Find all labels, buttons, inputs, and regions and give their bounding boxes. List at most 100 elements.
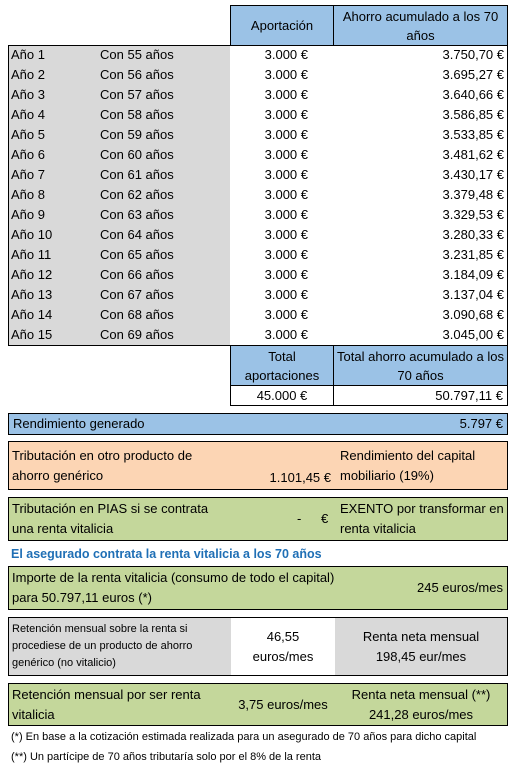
row-year: Año 14: [11, 307, 53, 322]
row-age: Con 59 años: [100, 127, 174, 142]
row-age: Con 60 años: [100, 147, 174, 162]
header-text: Aportación: [250, 18, 314, 33]
row-year: Año 15: [11, 327, 53, 342]
net-label: Renta neta mensual: [362, 628, 480, 644]
row-year: Año 5: [11, 127, 45, 142]
row-contribution: 3.000 €: [264, 227, 308, 242]
row-accumulated: 3.090,68 €: [442, 307, 504, 322]
net-value: 241,28 euros/mes: [368, 706, 474, 722]
retencion-vitalicia-value-cell: 3,75 euros/mes: [231, 684, 335, 725]
total-value: 50.797,11 €: [435, 388, 503, 403]
row-accumulated: 3.137,04 €: [442, 287, 504, 302]
row-age: Con 66 años: [100, 267, 174, 282]
row-age: Con 68 años: [100, 307, 174, 322]
total-label-cell: Total ahorro acumulado a los 70 años: [333, 345, 508, 386]
total-label: Total ahorro acumulado a los 70 años: [337, 348, 504, 383]
tributacion-otro-note: Rendimiento del capital mobiliario (19%): [340, 448, 476, 483]
net-value: 198,45 eur/mes: [375, 648, 467, 664]
row-year: Año 3: [11, 87, 45, 102]
header-cell: Aportación: [230, 5, 334, 46]
row-contribution: 3.000 €: [264, 267, 308, 282]
row-accumulated: 3.533,85 €: [442, 127, 504, 142]
row-year: Año 4: [11, 107, 45, 122]
retencion-vitalicia-box: Retención mensual por ser renta vitalici…: [8, 683, 508, 726]
tributacion-pias-note: EXENTO por transformar en renta vitalici…: [340, 501, 504, 536]
row-year: Año 2: [11, 67, 45, 82]
row-contribution: 3.000 €: [264, 147, 308, 162]
section-title: El asegurado contrata la renta vitalicia…: [11, 547, 322, 561]
row-age: Con 58 años: [100, 107, 174, 122]
total-label-cell: Total aportaciones: [230, 345, 334, 386]
row-year: Año 11: [11, 247, 52, 262]
row-accumulated: 3.640,66 €: [442, 87, 504, 102]
row-contribution: 3.000 €: [264, 127, 308, 142]
row-accumulated: 3.379,48 €: [442, 187, 504, 202]
row-contribution: 3.000 €: [264, 67, 308, 82]
row-contribution: 3.000 €: [264, 327, 308, 342]
row-accumulated: 3.045,00 €: [442, 327, 504, 342]
rendimiento-box: Rendimiento generado 5.797 €: [8, 413, 508, 435]
row-contribution: 3.000 €: [264, 87, 308, 102]
row-year: Año 6: [11, 147, 45, 162]
row-label-area: [8, 45, 230, 345]
retencion-generico-box: Retención mensual sobre la renta si proc…: [8, 617, 508, 676]
row-accumulated: 3.481,62 €: [442, 147, 504, 162]
header-cell: Ahorro acumulado a los 70 años: [333, 5, 508, 46]
row-year: Año 9: [11, 207, 45, 222]
row-age: Con 67 años: [100, 287, 174, 302]
row-age: Con 56 años: [100, 67, 174, 82]
retencion-vitalicia-net: Renta neta mensual (**) 241,28 euros/mes: [335, 684, 507, 725]
rendimiento-label: Rendimiento generado: [13, 416, 145, 431]
tributacion-otro-label: Tributación en otro producto de ahorro g…: [12, 448, 193, 483]
row-accumulated: 3.329,53 €: [442, 207, 504, 222]
importe-box: Importe de la renta vitalicia (consumo d…: [8, 566, 508, 610]
retencion-generico-value: 46,55 euros/mes: [252, 628, 314, 664]
total-value-cell: 50.797,11 €: [333, 385, 508, 406]
tributacion-pias-label: Tributación en PIAS si se contrata una r…: [12, 501, 209, 536]
tributacion-pias-currency: €: [321, 511, 329, 526]
row-year: Año 1: [11, 47, 45, 62]
retencion-vitalicia-value: 3,75 euros/mes: [238, 697, 328, 712]
retencion-vitalicia-label: Retención mensual por ser renta vitalici…: [12, 687, 201, 722]
row-accumulated: 3.430,17 €: [442, 167, 504, 182]
row-year: Año 7: [11, 167, 45, 182]
row-age: Con 55 años: [100, 47, 174, 62]
row-contribution: 3.000 €: [264, 287, 308, 302]
importe-value: 245 euros/mes: [417, 580, 503, 595]
total-value: 45.000 €: [256, 388, 308, 403]
tributacion-otro-value: 1.101,45 €: [269, 470, 331, 485]
row-contribution: 3.000 €: [264, 47, 308, 62]
importe-label: Importe de la renta vitalicia (consumo d…: [12, 570, 335, 605]
retencion-generico-value-cell: 46,55 euros/mes: [231, 618, 335, 675]
retencion-generico-label: Retención mensual sobre la renta si proc…: [9, 618, 231, 675]
row-contribution: 3.000 €: [264, 167, 308, 182]
tributacion-pias-dash: -: [297, 511, 302, 526]
row-age: Con 61 años: [100, 167, 174, 182]
total-value-cell: 45.000 €: [230, 385, 334, 406]
net-label: Renta neta mensual (**): [351, 686, 491, 702]
row-contribution: 3.000 €: [264, 307, 308, 322]
total-label: Total aportaciones: [244, 348, 320, 383]
row-age: Con 63 años: [100, 207, 174, 222]
row-accumulated: 3.184,09 €: [442, 267, 504, 282]
row-year: Año 12: [11, 267, 53, 282]
row-accumulated: 3.695,27 €: [442, 67, 504, 82]
row-contribution: 3.000 €: [264, 207, 308, 222]
header-text: Ahorro acumulado a los 70 años: [342, 8, 499, 43]
tributacion-otro-box: Tributación en otro producto de ahorro g…: [8, 441, 508, 490]
row-year: Año 10: [11, 227, 53, 242]
row-year: Año 13: [11, 287, 53, 302]
row-age: Con 57 años: [100, 87, 174, 102]
tributacion-pias-box: Tributación en PIAS si se contrata una r…: [8, 497, 508, 541]
row-year: Año 8: [11, 187, 45, 202]
row-accumulated: 3.750,70 €: [442, 47, 504, 62]
row-accumulated: 3.586,85 €: [442, 107, 504, 122]
row-age: Con 62 años: [100, 187, 174, 202]
row-contribution: 3.000 €: [264, 247, 308, 262]
row-age: Con 64 años: [100, 227, 174, 242]
row-accumulated: 3.280,33 €: [442, 227, 504, 242]
retencion-generico-net: Renta neta mensual 198,45 eur/mes: [335, 618, 507, 675]
footnote: (*) En base a la cotización estimada rea…: [11, 731, 477, 743]
row-age: Con 69 años: [100, 327, 174, 342]
rendimiento-value: 5.797 €: [459, 416, 503, 431]
